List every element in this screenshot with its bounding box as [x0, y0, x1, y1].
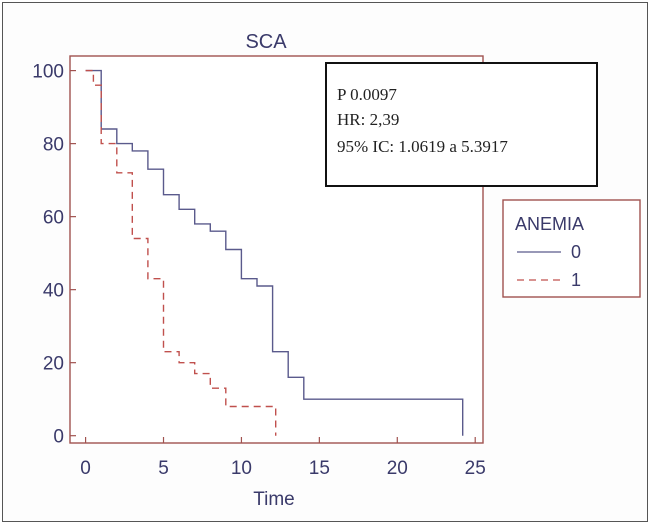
y-tick-label: 60	[43, 208, 64, 229]
series-line-anemia-0	[85, 69, 464, 436]
x-tick-label: 25	[465, 458, 486, 479]
legend-label-0: 0	[571, 242, 581, 262]
stats-p-value: P 0.0097	[337, 85, 397, 104]
y-axis: 0 20 40 60 80 100	[32, 62, 76, 448]
legend: ANEMIA 0 1	[502, 199, 641, 298]
stats-box	[325, 62, 598, 187]
x-axis: 0 5 10 15 20 25	[80, 437, 486, 479]
stats-confidence-interval: 95% IC: 1.0619 a 5.3917	[337, 137, 508, 156]
x-tick-label: 15	[309, 458, 330, 479]
x-axis-label: Time	[253, 489, 295, 510]
y-tick-label: 20	[43, 354, 64, 375]
figure-frame: SCA 0 20 40 60 80 100 0 5 10 15 20 25 Time P 0.009…	[2, 2, 648, 522]
x-tick-label: 10	[231, 458, 252, 479]
series-layer	[85, 69, 464, 436]
y-tick-label: 40	[43, 281, 64, 302]
stats-hazard-ratio: HR: 2,39	[337, 110, 399, 129]
y-tick-label: 0	[53, 427, 64, 448]
series-line-anemia-1	[85, 69, 277, 436]
legend-label-1: 1	[571, 270, 581, 290]
x-tick-label: 5	[158, 458, 169, 479]
y-tick-label: 80	[43, 135, 64, 156]
x-tick-label: 0	[80, 458, 91, 479]
chart-title: SCA	[245, 31, 287, 53]
y-tick-label: 100	[32, 62, 64, 83]
legend-box	[502, 199, 641, 298]
legend-title: ANEMIA	[515, 214, 584, 234]
x-tick-label: 20	[387, 458, 408, 479]
